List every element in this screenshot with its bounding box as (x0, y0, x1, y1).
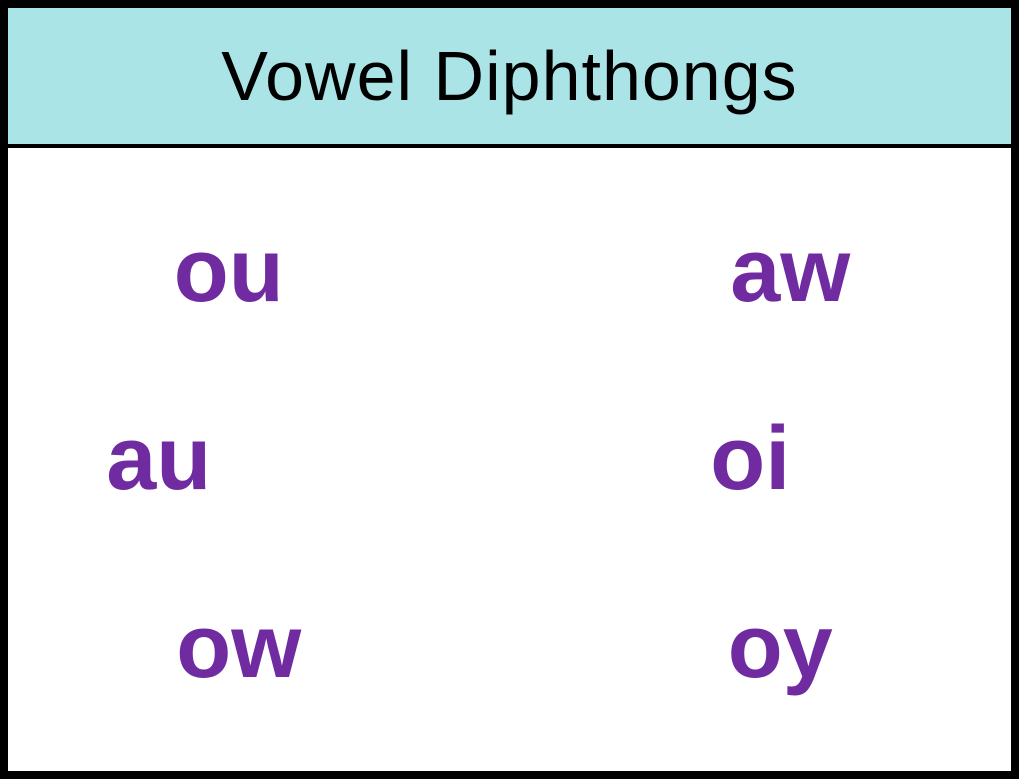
diphthong-oy: oy (550, 553, 1012, 741)
page-title: Vowel Diphthongs (221, 36, 797, 116)
diphthong-ow: ow (8, 553, 470, 741)
main-container: Vowel Diphthongs ou aw au oi ow oy (0, 0, 1019, 779)
diphthong-oi: oi (520, 366, 982, 554)
diphthong-aw: aw (560, 178, 1019, 366)
diphthong-au: au (0, 366, 390, 554)
diphthong-grid: ou aw au oi ow oy (8, 148, 1011, 771)
diphthong-ou: ou (0, 178, 460, 366)
title-bar: Vowel Diphthongs (8, 8, 1011, 148)
